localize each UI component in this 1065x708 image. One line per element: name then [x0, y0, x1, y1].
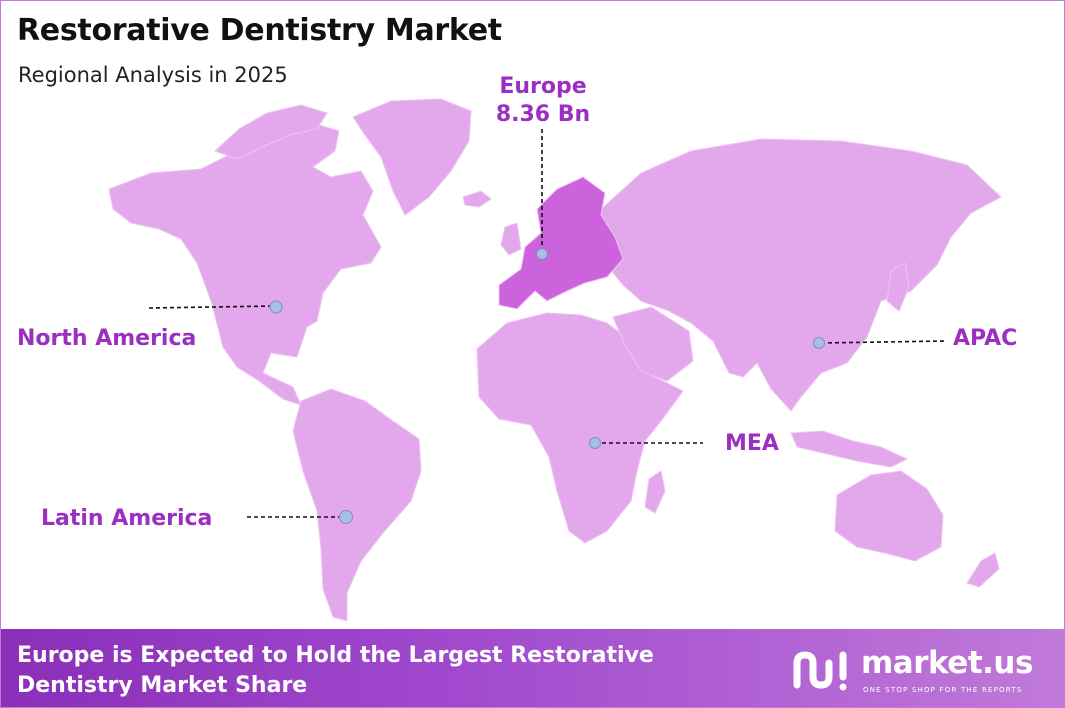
- iceland: [462, 190, 492, 208]
- asia-landmass: [598, 138, 1002, 412]
- apac-marker: [813, 337, 825, 349]
- new-zealand: [966, 552, 1000, 588]
- europe-value: 8.36 Bn: [495, 102, 591, 127]
- greenland: [352, 98, 472, 216]
- world-map: [108, 98, 1002, 622]
- europe-highlight: [498, 176, 624, 310]
- europe-label: Europe: [499, 74, 587, 99]
- brand-tagline: ONE STOP SHOP FOR THE REPORTS: [863, 686, 1023, 694]
- indonesia-islands: [790, 430, 909, 468]
- north-america-marker: [269, 300, 283, 314]
- brand-name: market.us: [861, 645, 1033, 681]
- footer-headline: Europe is Expected to Hold the Largest R…: [17, 643, 654, 698]
- arabian-peninsula: [612, 306, 694, 382]
- mea-label: MEA: [725, 431, 779, 456]
- madagascar: [644, 470, 666, 514]
- south-america-landmass: [292, 388, 422, 622]
- uk-islands: [500, 222, 522, 256]
- africa-landmass: [476, 312, 684, 544]
- footer-banner: Europe is Expected to Hold the Largest R…: [1, 629, 1064, 707]
- north-america-leader-line: [148, 305, 276, 309]
- europe-callout: Europe 8.36 Bn: [481, 73, 605, 129]
- brand-block: market.us ONE STOP SHOP FOR THE REPORTS: [791, 643, 1051, 699]
- north-america-label: North America: [17, 326, 197, 351]
- australia-landmass: [834, 470, 944, 562]
- apac-label: APAC: [953, 326, 1018, 351]
- arctic-islands: [214, 104, 328, 160]
- latin-america-marker: [339, 510, 353, 524]
- japan: [886, 262, 910, 312]
- page-subtitle: Regional Analysis in 2025: [18, 63, 288, 87]
- north-america-landmass: [108, 122, 382, 406]
- latin-america-label: Latin America: [41, 506, 213, 531]
- market-us-logo-icon: [793, 651, 847, 691]
- mea-marker: [589, 437, 601, 449]
- europe-marker: [536, 248, 548, 260]
- page-title: Restorative Dentistry Market: [17, 13, 502, 48]
